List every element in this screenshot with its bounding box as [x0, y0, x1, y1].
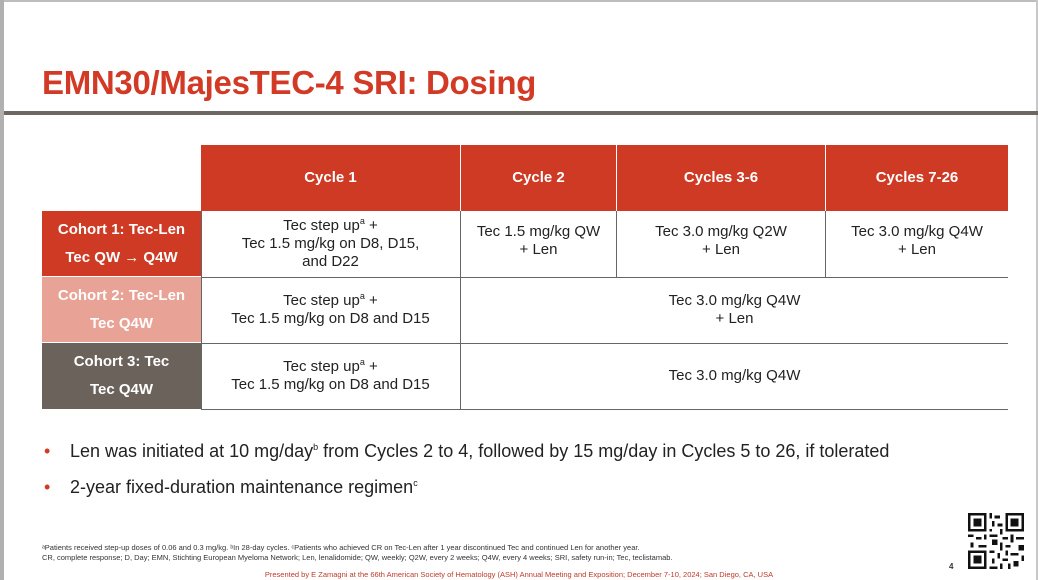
- row-divider-2: [201, 343, 1008, 344]
- cohort-1-cycle-2: Tec 1.5 mg/kg QW + Len: [461, 211, 617, 277]
- cohort-2-rest-line1: Tec 3.0 mg/kg Q4W: [668, 292, 801, 309]
- row-label-cohort-3: Cohort 3: Tec Tec Q4W: [42, 343, 201, 409]
- cohort-1-cycle-1-line3: and D22: [302, 253, 359, 270]
- footnotes: ᵃPatients received step-up doses of 0.06…: [42, 543, 842, 563]
- cohort-3-schedule: Tec Q4W: [89, 381, 154, 398]
- row-label-cohort-2: Cohort 2: Tec-Len Tec Q4W: [42, 277, 201, 343]
- cohort-1-cycles-7-26: Tec 3.0 mg/kg Q4W + Len: [826, 211, 1008, 277]
- header-cycles-7-26: Cycles 7-26: [826, 145, 1008, 211]
- cohort-1-cycles-3-6-line2: + Len: [702, 241, 740, 258]
- row-label-cohort-1: Cohort 1: Tec-Len Tec QW → Q4W: [42, 211, 201, 277]
- cohort-3-name: Cohort 3: Tec: [73, 353, 170, 370]
- bullet-dot-icon: •: [44, 477, 51, 497]
- cohort-2-rest-line2: + Len: [715, 310, 754, 327]
- cohort-2-cycle-1-line2: Tec 1.5 mg/kg on D8 and D15: [231, 310, 430, 327]
- qr-code-icon[interactable]: [968, 513, 1024, 569]
- cohort-1-cycle-1-line1: Tec step upa +: [283, 216, 378, 235]
- header-cycle-2: Cycle 2: [461, 145, 617, 211]
- footnote-line-1: ᵃPatients received step-up doses of 0.06…: [42, 543, 640, 552]
- cohort-2-schedule: Tec Q4W: [89, 314, 154, 332]
- table-bottom-border: [201, 409, 1008, 410]
- footnote-line-2: CR, complete response; D, Day; EMN, Stic…: [42, 553, 673, 562]
- cohort-1-cycles-3-6-line1: Tec 3.0 mg/kg Q2W: [655, 223, 787, 240]
- page-number: 4: [949, 562, 954, 571]
- bullet-item: • Len was initiated at 10 mg/dayb from Cy…: [44, 441, 890, 461]
- cohort-1-cycle-2-line1: Tec 1.5 mg/kg QW: [476, 223, 601, 240]
- cohort-2-cycles-2-26: Tec 3.0 mg/kg Q4W + Len: [461, 277, 1008, 343]
- header-cycles-3-6: Cycles 3-6: [617, 145, 826, 211]
- title-divider: [4, 111, 1038, 115]
- cohort-1-cycles-7-26-line1: Tec 3.0 mg/kg Q4W: [851, 223, 983, 240]
- cohort-1-cycles-3-6: Tec 3.0 mg/kg Q2W + Len: [617, 211, 826, 277]
- bullet-list: • Len was initiated at 10 mg/dayb from Cy…: [44, 440, 889, 512]
- cohort-3-cycle-1-line1: Tec step upa +: [283, 357, 378, 376]
- cohort-3-rest-line1: Tec 3.0 mg/kg Q4W: [668, 367, 801, 384]
- cohort-3-cycle-1-line2: Tec 1.5 mg/kg on D8 and D15: [231, 376, 430, 393]
- row-divider-1: [201, 277, 1008, 278]
- slide-frame-left: [0, 0, 4, 580]
- slide-title: EMN30/MajesTEC-4 SRI: Dosing: [42, 64, 537, 101]
- bullet-item: • 2-year fixed-duration maintenance regim…: [44, 477, 418, 497]
- bullet-dot-icon: •: [44, 441, 51, 461]
- cohort-1-schedule: Tec QW → Q4W: [65, 248, 178, 266]
- slide-frame-top: [0, 0, 1038, 2]
- cohort-1-cycles-7-26-line2: + Len: [898, 241, 936, 258]
- cohort-1-cycle-1-line2: Tec 1.5 mg/kg on D8, D15,: [241, 235, 420, 252]
- cohort-1-cycle-2-line2: + Len: [519, 241, 558, 258]
- cohort-1-name: Cohort 1: Tec-Len: [57, 220, 186, 238]
- table-left-border: [201, 211, 202, 409]
- cohort-2-cycle-1-line1: Tec step upa +: [283, 291, 378, 310]
- cohort-2-name: Cohort 2: Tec-Len: [57, 286, 186, 304]
- slide-frame-right: [1036, 0, 1038, 580]
- header-cycle-1: Cycle 1: [201, 145, 461, 211]
- cohort-2-cycle-1: Tec step upa + Tec 1.5 mg/kg on D8 and D…: [201, 277, 461, 343]
- presenter-credit: Presented by E Zamagni at the 66th Ameri…: [264, 570, 774, 579]
- cohort-3-cycles-2-26: Tec 3.0 mg/kg Q4W: [461, 343, 1008, 409]
- cohort-3-cycle-1: Tec step upa + Tec 1.5 mg/kg on D8 and D…: [201, 343, 461, 409]
- cohort-1-cycle-1: Tec step upa + Tec 1.5 mg/kg on D8, D15,…: [201, 211, 461, 277]
